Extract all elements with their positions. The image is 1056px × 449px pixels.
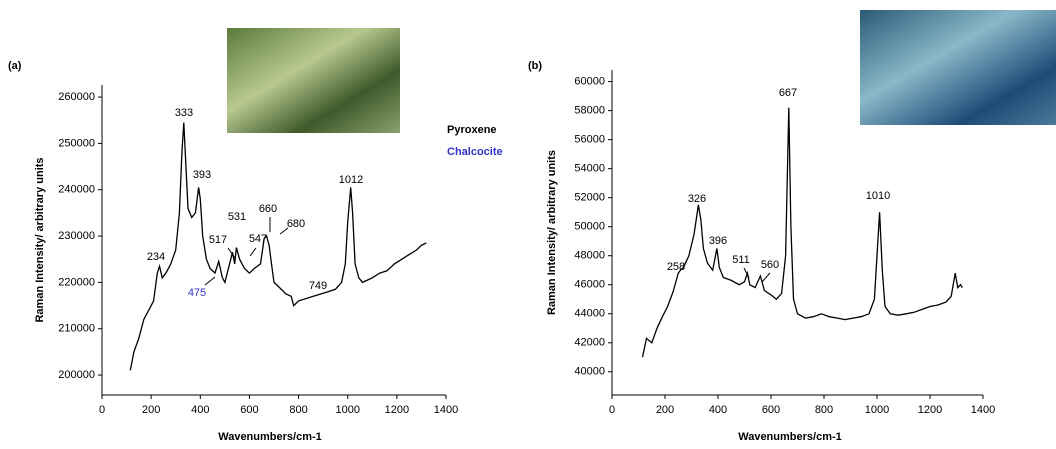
- peak-label: 749: [309, 280, 327, 292]
- peak-label: 680: [287, 218, 305, 230]
- x-tick-label: 400: [709, 404, 727, 416]
- peak-arrow: [249, 247, 257, 257]
- x-tick-label: 600: [762, 404, 780, 416]
- y-tick-label: 200000: [58, 369, 95, 381]
- x-tick-label: 200: [142, 404, 160, 416]
- spectrum-line: [641, 107, 963, 358]
- y-tick-label: 46000: [574, 279, 605, 291]
- y-tick-label: 260000: [58, 91, 95, 103]
- x-tick-label: 400: [191, 404, 209, 416]
- phase-label: Pyroxene: [447, 124, 497, 136]
- spectrum-line: [129, 122, 427, 371]
- x-tick-label: 1200: [385, 404, 409, 416]
- peak-label: 475: [188, 287, 206, 299]
- peak-label: 1012: [339, 174, 363, 186]
- x-tick-label: 600: [240, 404, 258, 416]
- x-tick-label: 1000: [335, 404, 359, 416]
- peak-arrow: [761, 272, 771, 283]
- y-tick-label: 44000: [574, 308, 605, 320]
- x-tick-label: 0: [99, 404, 105, 416]
- y-axis-label: Raman Intensity/ arbitrary units: [34, 157, 46, 322]
- peak-arrow: [743, 267, 750, 279]
- x-axis-label: Wavenumbers/cm-1: [738, 431, 842, 443]
- x-tick-label: 0: [609, 404, 615, 416]
- y-tick-label: 52000: [574, 192, 605, 204]
- peak-arrow: [204, 276, 216, 286]
- y-tick-label: 230000: [58, 230, 95, 242]
- x-tick-label: 200: [656, 404, 674, 416]
- peak-label: 547: [249, 233, 267, 245]
- peak-label: 326: [688, 193, 706, 205]
- peak-label: 517: [209, 234, 227, 246]
- x-tick-label: 800: [289, 404, 307, 416]
- y-axis-label: Raman Intensity/ arbitrary units: [546, 150, 558, 315]
- peak-arrow: [227, 247, 236, 259]
- y-tick-label: 54000: [574, 163, 605, 175]
- y-tick-label: 240000: [58, 184, 95, 196]
- peak-label: 531: [228, 211, 246, 223]
- x-tick-label: 1400: [971, 404, 995, 416]
- y-tick-label: 42000: [574, 337, 605, 349]
- y-tick-label: 210000: [58, 323, 95, 335]
- x-axis-label: Wavenumbers/cm-1: [218, 431, 322, 443]
- peak-label: 396: [709, 235, 727, 247]
- x-tick-label: 800: [815, 404, 833, 416]
- peak-label: 1010: [866, 190, 890, 202]
- peak-label: 511: [732, 254, 750, 266]
- y-tick-label: 220000: [58, 276, 95, 288]
- x-tick-label: 1400: [434, 404, 458, 416]
- peak-label: 660: [259, 203, 277, 215]
- micrograph-b: [860, 10, 1056, 125]
- x-tick-label: 1200: [918, 404, 942, 416]
- y-tick-label: 58000: [574, 105, 605, 117]
- phase-label: Chalcocite: [447, 146, 503, 158]
- panel-label: (b): [528, 60, 542, 72]
- panel-label: (a): [8, 60, 22, 72]
- peak-label: 393: [193, 169, 211, 181]
- y-tick-label: 250000: [58, 137, 95, 149]
- peak-label: 333: [175, 107, 193, 119]
- y-tick-label: 48000: [574, 250, 605, 262]
- y-tick-label: 50000: [574, 221, 605, 233]
- y-tick-label: 40000: [574, 366, 605, 378]
- peak-arrow: [279, 227, 289, 235]
- y-tick-label: 60000: [574, 76, 605, 88]
- peak-label: 560: [761, 259, 779, 271]
- x-tick-label: 1000: [865, 404, 889, 416]
- peak-label: 234: [147, 251, 165, 263]
- peak-label: 258: [667, 261, 685, 273]
- y-tick-label: 56000: [574, 134, 605, 146]
- micrograph-a: [227, 28, 400, 133]
- peak-label: 667: [779, 87, 797, 99]
